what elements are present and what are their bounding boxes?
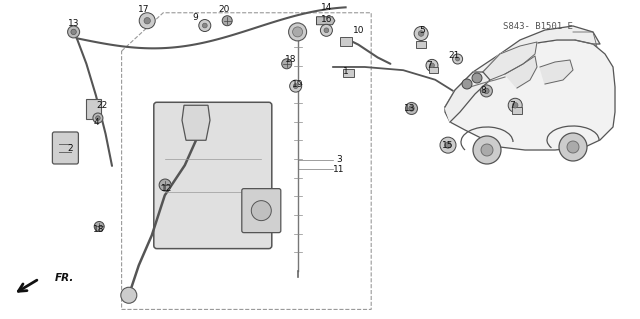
Circle shape bbox=[414, 26, 428, 41]
Circle shape bbox=[324, 28, 329, 33]
Text: FR.: FR. bbox=[55, 273, 75, 283]
Text: 4: 4 bbox=[93, 118, 99, 127]
Circle shape bbox=[429, 63, 435, 68]
Bar bbox=[429, 67, 438, 73]
Text: 1: 1 bbox=[343, 67, 348, 76]
Polygon shape bbox=[445, 72, 490, 122]
Bar bbox=[416, 41, 426, 48]
Circle shape bbox=[282, 59, 292, 69]
Circle shape bbox=[409, 106, 414, 111]
Circle shape bbox=[321, 24, 332, 36]
Text: S843- B1501 E: S843- B1501 E bbox=[502, 22, 573, 31]
Circle shape bbox=[472, 73, 482, 83]
Circle shape bbox=[481, 85, 492, 97]
Text: 3: 3 bbox=[337, 155, 342, 164]
Text: 18: 18 bbox=[285, 55, 297, 63]
Circle shape bbox=[426, 59, 438, 71]
Circle shape bbox=[406, 102, 417, 115]
Circle shape bbox=[68, 26, 79, 38]
Text: 11: 11 bbox=[333, 165, 345, 174]
Text: 20: 20 bbox=[218, 5, 230, 14]
Circle shape bbox=[452, 54, 463, 64]
Circle shape bbox=[94, 221, 104, 232]
Circle shape bbox=[419, 31, 424, 36]
Text: 21: 21 bbox=[449, 51, 460, 60]
Circle shape bbox=[559, 133, 587, 161]
Circle shape bbox=[289, 23, 307, 41]
Text: 2: 2 bbox=[68, 144, 73, 153]
Circle shape bbox=[159, 179, 171, 191]
Circle shape bbox=[144, 18, 150, 24]
Text: 10: 10 bbox=[353, 26, 364, 35]
Text: 22: 22 bbox=[97, 101, 108, 110]
Polygon shape bbox=[317, 17, 335, 25]
Text: 16: 16 bbox=[321, 15, 332, 24]
Text: 15: 15 bbox=[442, 141, 454, 150]
Text: 13: 13 bbox=[68, 19, 79, 28]
Text: 18: 18 bbox=[93, 225, 105, 234]
Circle shape bbox=[473, 136, 501, 164]
Polygon shape bbox=[182, 105, 210, 140]
Circle shape bbox=[481, 144, 493, 156]
Circle shape bbox=[484, 88, 489, 93]
Polygon shape bbox=[445, 40, 615, 150]
Text: 14: 14 bbox=[321, 4, 332, 12]
Text: 12: 12 bbox=[161, 184, 172, 193]
Circle shape bbox=[121, 287, 137, 303]
Circle shape bbox=[462, 79, 472, 89]
Polygon shape bbox=[505, 56, 537, 88]
Text: 17: 17 bbox=[138, 5, 150, 14]
Circle shape bbox=[292, 27, 303, 37]
Circle shape bbox=[293, 84, 298, 89]
Circle shape bbox=[199, 19, 211, 32]
Circle shape bbox=[440, 137, 456, 153]
Bar bbox=[340, 37, 351, 46]
Polygon shape bbox=[540, 60, 573, 84]
Polygon shape bbox=[483, 42, 537, 80]
Circle shape bbox=[222, 16, 232, 26]
Circle shape bbox=[93, 113, 103, 123]
Text: 5: 5 bbox=[420, 26, 425, 35]
Circle shape bbox=[445, 142, 451, 148]
FancyBboxPatch shape bbox=[242, 189, 281, 233]
Polygon shape bbox=[483, 26, 600, 72]
Circle shape bbox=[252, 201, 271, 221]
Circle shape bbox=[140, 13, 156, 29]
Text: 7: 7 bbox=[426, 61, 431, 70]
Circle shape bbox=[202, 23, 207, 28]
Circle shape bbox=[508, 98, 522, 112]
Bar bbox=[512, 107, 522, 114]
Circle shape bbox=[456, 57, 460, 61]
Bar bbox=[343, 69, 355, 78]
Text: 8: 8 bbox=[481, 86, 486, 95]
FancyBboxPatch shape bbox=[154, 102, 272, 249]
Text: 13: 13 bbox=[404, 104, 415, 113]
Text: 19: 19 bbox=[292, 80, 303, 89]
Circle shape bbox=[71, 29, 76, 34]
Bar bbox=[86, 99, 101, 119]
Circle shape bbox=[290, 80, 301, 92]
Circle shape bbox=[513, 102, 518, 108]
FancyBboxPatch shape bbox=[52, 132, 79, 164]
Circle shape bbox=[95, 116, 100, 120]
Text: 9: 9 bbox=[193, 13, 198, 22]
Circle shape bbox=[567, 141, 579, 153]
Text: 7: 7 bbox=[509, 101, 515, 110]
